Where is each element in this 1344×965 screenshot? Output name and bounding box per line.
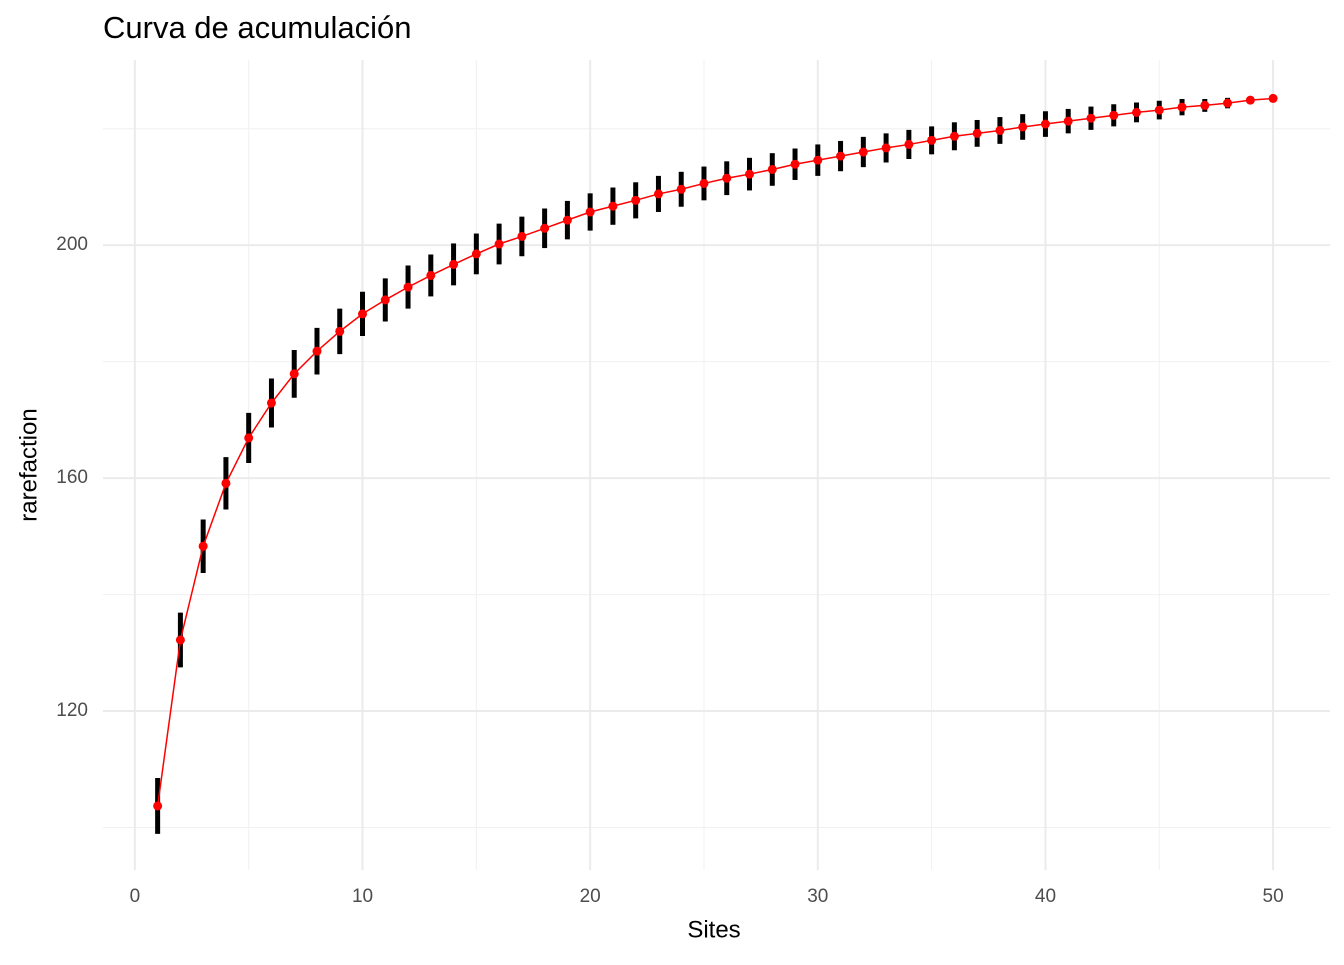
- point: [585, 207, 595, 217]
- point: [153, 801, 163, 811]
- point: [1040, 119, 1050, 129]
- point: [1200, 100, 1210, 110]
- y-tick-label: 120: [56, 700, 88, 721]
- point: [221, 478, 231, 488]
- point: [266, 398, 276, 408]
- x-tick-label: 0: [130, 886, 141, 907]
- point: [722, 173, 732, 183]
- point: [244, 433, 254, 443]
- point: [881, 143, 891, 153]
- point: [1109, 110, 1119, 120]
- point: [790, 159, 800, 169]
- point: [1223, 98, 1233, 108]
- point: [335, 326, 345, 336]
- point: [289, 369, 299, 379]
- point: [494, 239, 504, 249]
- point: [1086, 113, 1096, 123]
- point: [1018, 122, 1028, 132]
- point: [562, 215, 572, 225]
- x-tick-label: 40: [1035, 886, 1056, 907]
- point: [767, 164, 777, 174]
- point: [745, 169, 755, 179]
- point: [198, 541, 208, 551]
- line: [156, 97, 1274, 807]
- y-tick-label: 160: [56, 467, 88, 488]
- x-tick-label: 10: [352, 886, 373, 907]
- y-axis-title: rarefaction: [15, 408, 42, 521]
- point: [836, 151, 846, 161]
- point: [380, 295, 390, 305]
- point: [358, 309, 368, 319]
- point: [653, 189, 663, 199]
- point: [1268, 93, 1278, 103]
- point: [312, 346, 322, 356]
- x-tick-label: 30: [807, 886, 828, 907]
- chart-title: Curva de acumulación: [103, 10, 411, 45]
- point: [1154, 105, 1164, 115]
- point: [631, 195, 641, 205]
- point: [175, 635, 185, 645]
- point: [699, 178, 709, 188]
- point: [471, 249, 481, 259]
- point: [949, 131, 959, 141]
- x-tick-label: 50: [1263, 886, 1284, 907]
- point: [403, 282, 413, 292]
- point: [813, 155, 823, 165]
- point: [858, 147, 868, 157]
- point: [426, 270, 436, 280]
- point: [1063, 116, 1073, 126]
- y-tick-label: 200: [56, 234, 88, 255]
- point: [1245, 95, 1255, 105]
- point: [608, 201, 618, 211]
- point: [517, 231, 527, 241]
- point: [449, 259, 459, 269]
- point: [972, 128, 982, 138]
- point: [1177, 102, 1187, 112]
- point: [540, 223, 550, 233]
- point: [676, 184, 686, 194]
- x-axis-title: Sites: [687, 916, 740, 943]
- x-tick-label: 20: [580, 886, 601, 907]
- point: [927, 135, 937, 145]
- point: [904, 139, 914, 149]
- point: [1132, 107, 1142, 117]
- point: [995, 125, 1005, 135]
